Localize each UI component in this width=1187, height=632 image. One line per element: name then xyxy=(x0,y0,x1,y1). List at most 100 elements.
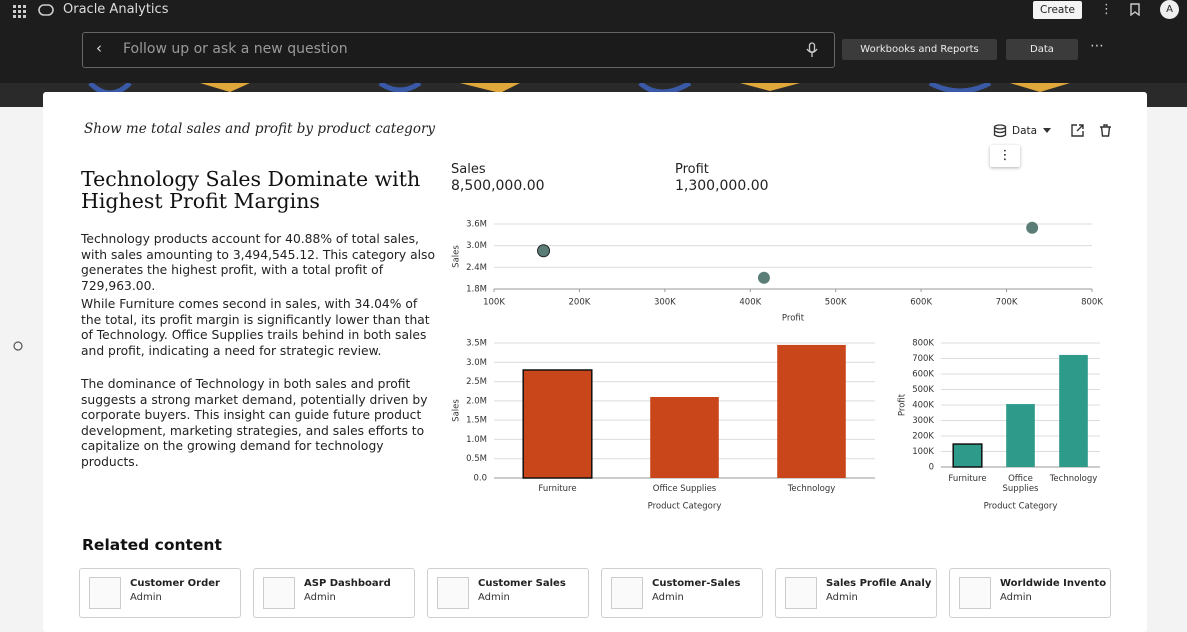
y-tick-label: 0.5M xyxy=(466,454,487,464)
x-tick-label: Office Supplies xyxy=(652,484,717,494)
y-tick-label: 700K xyxy=(912,354,934,364)
x-tick-label: 400K xyxy=(739,298,761,308)
open-icon[interactable] xyxy=(1071,124,1084,137)
related-item[interactable]: Worldwide Inventory Admin xyxy=(949,568,1111,618)
related-item[interactable]: Customer Sales Admin xyxy=(427,568,589,618)
query-text: Show me total sales and profit by produc… xyxy=(84,121,436,137)
y-tick-label: 200K xyxy=(912,432,934,442)
search-box[interactable]: ‹ Follow up or ask a new question xyxy=(82,32,835,68)
x-tick-label: 100K xyxy=(483,298,505,308)
workbooks-tab[interactable]: Workbooks and Reports xyxy=(842,39,997,60)
search-placeholder: Follow up or ask a new question xyxy=(123,41,348,57)
y-tick-label: 3.0M xyxy=(466,241,487,251)
item-owner: Admin xyxy=(652,592,684,603)
x-tick-label: 500K xyxy=(825,298,847,308)
y-tick-label: 600K xyxy=(912,370,934,380)
bar xyxy=(1059,354,1088,467)
x-tick-label-box: Furniture xyxy=(948,474,987,484)
x-axis-title: Product Category xyxy=(984,502,1058,512)
back-icon[interactable]: ‹ xyxy=(96,39,102,57)
paragraph: The dominance of Technology in both sale… xyxy=(81,377,428,469)
thumbnail xyxy=(611,577,643,609)
y-tick-label: 400K xyxy=(912,401,934,411)
x-tick-label: 700K xyxy=(996,298,1018,308)
related-item[interactable]: Customer Order Admin xyxy=(79,568,241,618)
x-tick-label: 200K xyxy=(569,298,591,308)
y-tick-label: 100K xyxy=(912,447,934,457)
item-owner: Admin xyxy=(478,592,510,603)
x-tick-label-box: Furniture xyxy=(538,484,576,494)
point xyxy=(1026,221,1039,234)
mic-icon[interactable] xyxy=(806,42,818,58)
point xyxy=(537,244,551,258)
thumbnail xyxy=(959,577,991,609)
delete-icon[interactable] xyxy=(1099,124,1112,137)
x-tick-label-box: Office Supplies xyxy=(652,484,717,494)
bar xyxy=(777,344,846,478)
item-owner: Admin xyxy=(304,592,336,603)
related-item[interactable]: Sales Profile Analysis Admin xyxy=(775,568,937,618)
apps-icon[interactable] xyxy=(12,4,26,18)
x-tick-label: Technology xyxy=(1049,474,1098,484)
bar xyxy=(952,443,983,468)
y-tick-label: 2.5M xyxy=(466,377,487,387)
data-tab[interactable]: Data xyxy=(1006,39,1078,60)
related-item[interactable]: ASP Dashboard Admin xyxy=(253,568,415,618)
x-tick-label-box: Technology xyxy=(787,484,836,494)
x-tick-label-box: Office Supplies xyxy=(1002,474,1039,494)
item-title: Customer Order xyxy=(130,578,220,589)
bar xyxy=(522,369,593,479)
y-tick-label: 1.8M xyxy=(466,285,487,295)
y-tick-label: 1.5M xyxy=(466,416,487,426)
data-icon xyxy=(993,124,1007,138)
item-title: Customer-Sales xyxy=(652,578,741,589)
more-icon[interactable]: ⋯ xyxy=(1090,38,1104,54)
x-tick-label: Technology xyxy=(787,484,836,494)
x-tick-label-box: Technology xyxy=(1049,474,1098,484)
logo xyxy=(38,4,54,16)
thumbnail xyxy=(263,577,295,609)
bar xyxy=(650,397,719,478)
bookmark-icon[interactable] xyxy=(1130,3,1140,16)
headline: Technology Sales Dominate with Highest P… xyxy=(81,167,421,213)
item-owner: Admin xyxy=(1000,592,1032,603)
x-tick-label: Office Supplies xyxy=(1002,474,1039,494)
x-tick-label: 300K xyxy=(654,298,676,308)
x-tick-label: 800K xyxy=(1081,298,1103,308)
y-tick-label: 2.0M xyxy=(466,396,487,406)
y-axis-title: Sales xyxy=(452,399,462,422)
x-tick-label: Furniture xyxy=(948,474,987,484)
data-menu[interactable]: Data xyxy=(1012,125,1038,137)
thumbnail xyxy=(89,577,121,609)
item-owner: Admin xyxy=(130,592,162,603)
kpi-label: Sales xyxy=(451,162,486,177)
y-tick-label: 1.0M xyxy=(466,435,487,445)
y-tick-label: 3.6M xyxy=(466,220,487,230)
create-button[interactable]: Create xyxy=(1033,1,1082,19)
thumbnail xyxy=(437,577,469,609)
thumbnail xyxy=(785,577,817,609)
y-tick-label: 800K xyxy=(912,339,934,349)
kpi-value: 1,300,000.00 xyxy=(675,178,769,194)
x-axis-title: Product Category xyxy=(648,502,722,512)
item-title: ASP Dashboard xyxy=(304,578,391,589)
avatar[interactable]: A xyxy=(1160,0,1179,19)
app-name: Oracle Analytics xyxy=(63,2,169,17)
paragraph: While Furniture comes second in sales, w… xyxy=(81,297,430,358)
options-menu[interactable]: ⋮ xyxy=(990,145,1020,167)
y-tick-label: 0.0 xyxy=(473,474,487,484)
item-title: Sales Profile Analysis xyxy=(826,578,932,589)
x-axis-title: Profit xyxy=(782,314,805,324)
dropdown-arrow[interactable] xyxy=(1042,127,1052,134)
y-tick-label: 0 xyxy=(929,463,934,473)
more-icon[interactable]: ⋮ xyxy=(1100,2,1113,17)
related-title: Related content xyxy=(82,536,222,554)
y-tick-label: 500K xyxy=(912,385,934,395)
side-handle[interactable] xyxy=(12,341,24,353)
item-title: Worldwide Inventory xyxy=(1000,578,1106,589)
x-tick-label: 600K xyxy=(910,298,932,308)
paragraph: Technology products account for 40.88% o… xyxy=(81,232,435,293)
related-item[interactable]: Customer-Sales Admin xyxy=(601,568,763,618)
